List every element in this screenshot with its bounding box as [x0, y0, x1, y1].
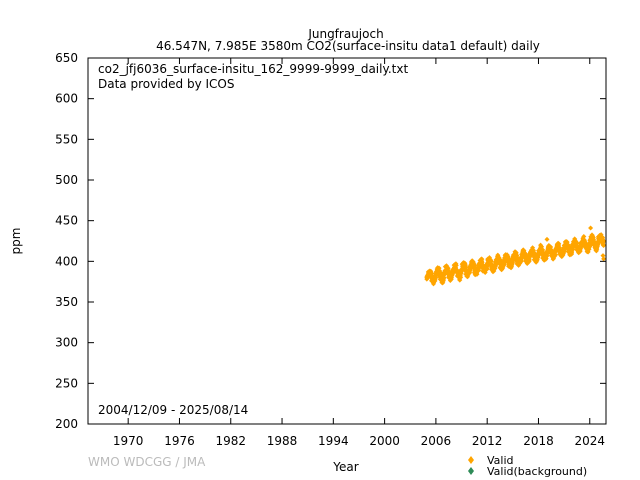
data-point-valid	[476, 263, 482, 269]
data-point-valid	[450, 268, 456, 274]
data-point-valid-outlier	[601, 256, 607, 262]
data-point-valid	[570, 243, 576, 249]
data-point-valid	[467, 265, 473, 271]
x-axis-ticks: 1970 1976 1982 1988 1994 2000 2006 2012 2018 2024	[113, 58, 605, 448]
data-point-valid	[548, 244, 554, 250]
data-point-valid	[479, 256, 485, 262]
data-point-valid	[581, 234, 587, 239]
y-tick-label: 300	[55, 336, 78, 350]
data-point-valid	[531, 257, 537, 263]
data-point-valid	[463, 271, 469, 277]
y-axis-ticks: 200 250 300 350 400 450 500 550 600 650	[55, 51, 606, 431]
data-point-valid	[510, 257, 516, 263]
data-point-valid	[557, 251, 563, 257]
data-point-valid	[523, 258, 529, 264]
legend-marker-valid	[468, 456, 474, 464]
legend-marker-valid-background	[468, 467, 474, 475]
data-point-valid	[441, 275, 447, 281]
y-tick-label: 600	[55, 92, 78, 106]
x-tick-label: 2018	[523, 434, 554, 448]
data-point-valid	[480, 268, 486, 274]
y-tick-label: 450	[55, 214, 78, 228]
data-point-valid	[506, 263, 512, 269]
data-point-valid-outlier	[588, 225, 594, 231]
data-point-valid	[587, 237, 593, 243]
data-point-valid	[548, 253, 554, 259]
plot-frame	[87, 57, 607, 425]
data-point-valid	[565, 249, 571, 255]
data-point-valid	[527, 252, 533, 258]
data-point-valid	[501, 258, 507, 264]
x-tick-label: 1982	[215, 434, 246, 448]
data-points	[424, 225, 607, 287]
period-annotation: 2004/12/09 - 2025/08/14	[98, 403, 248, 417]
data-point-valid	[446, 275, 452, 281]
data-point-valid-outlier	[600, 253, 606, 259]
data-point-valid	[471, 270, 477, 276]
y-tick-label: 350	[55, 295, 78, 309]
data-point-valid	[429, 278, 435, 284]
x-tick-label: 2024	[574, 434, 605, 448]
x-tick-label: 2000	[369, 434, 400, 448]
data-point-valid	[441, 270, 447, 276]
data-point-valid	[484, 265, 490, 271]
x-tick-label: 1976	[164, 434, 195, 448]
x-tick-label: 2012	[472, 434, 503, 448]
data-point-valid	[518, 254, 524, 260]
data-point-valid	[454, 273, 460, 279]
x-tick-label: 2006	[421, 434, 452, 448]
data-point-valid	[484, 262, 490, 268]
y-axis-label: ppm	[9, 228, 23, 255]
data-point-valid	[493, 260, 499, 266]
data-point-valid	[433, 271, 439, 277]
x-tick-label: 1970	[113, 434, 144, 448]
data-point-valid	[574, 241, 580, 247]
x-axis-label: Year	[332, 460, 358, 474]
data-point-valid	[526, 258, 532, 264]
data-point-valid	[544, 253, 550, 259]
y-tick-label: 650	[55, 51, 78, 65]
data-point-valid	[553, 252, 558, 258]
data-point-valid	[453, 262, 459, 268]
data-point-valid	[424, 275, 430, 281]
x-tick-label: 1988	[267, 434, 298, 448]
data-point-valid	[595, 234, 601, 240]
x-tick-label: 1994	[318, 434, 349, 448]
chart-subtitle: 46.547N, 7.985E 3580m CO2(surface-insitu…	[156, 39, 540, 53]
data-point-valid	[561, 245, 567, 250]
data-point-valid	[497, 265, 503, 271]
y-tick-label: 550	[55, 132, 78, 146]
data-point-valid-outlier	[544, 236, 550, 242]
data-point-valid	[591, 241, 597, 247]
data-point-valid	[583, 245, 588, 250]
legend-label-valid-background: Valid(background)	[487, 465, 587, 478]
y-tick-label: 250	[55, 376, 78, 390]
y-tick-label: 200	[55, 417, 78, 431]
data-point-valid	[556, 241, 562, 247]
file-name-annotation: co2_jfj6036_surface-insitu_162_9999-9999…	[98, 62, 408, 76]
data-point-valid	[459, 267, 464, 272]
data-point-valid	[601, 242, 607, 248]
data-point-valid	[437, 276, 443, 282]
data-point-valid	[536, 250, 541, 256]
y-tick-label: 500	[55, 173, 78, 187]
data-point-valid	[540, 255, 546, 261]
data-point-valid	[489, 267, 494, 272]
data-point-valid	[553, 246, 559, 252]
data-point-valid	[514, 261, 520, 267]
chart-title: Jungfraujoch	[307, 27, 383, 41]
y-tick-label: 400	[55, 254, 78, 268]
data-provider-annotation: Data provided by ICOS	[98, 77, 234, 91]
data-point-valid	[574, 247, 580, 253]
data-point-valid	[578, 240, 584, 246]
legend: Valid Valid(background)	[468, 454, 587, 478]
legend-label-valid: Valid	[487, 454, 514, 467]
data-point-valid	[544, 249, 550, 255]
data-point-valid	[429, 270, 435, 276]
credit-text: WMO WDCGG / JMA	[88, 455, 206, 469]
